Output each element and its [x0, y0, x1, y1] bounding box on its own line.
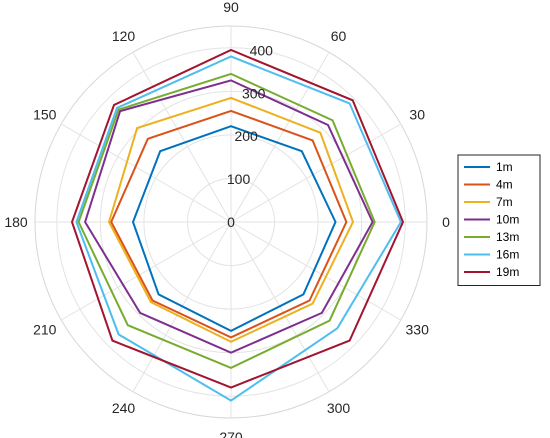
legend: 1m 4m 7m 10m 13m 16m 19m — [457, 154, 541, 286]
legend-entry-label: 19m — [496, 265, 519, 279]
radial-tick-label: 100 — [227, 171, 251, 187]
angle-grid-spoke — [132, 52, 232, 223]
series-line-19m — [70, 48, 405, 389]
series-line-10m — [84, 79, 374, 354]
angle-tick-label: 300 — [327, 400, 351, 416]
radial-tick-label: 300 — [242, 85, 266, 101]
angle-grid-spoke — [230, 52, 330, 223]
series-lines — [70, 48, 405, 402]
angle-tick-label: 90 — [223, 0, 239, 15]
angle-grid-spoke — [61, 123, 232, 223]
angle-grid-spoke — [230, 123, 401, 223]
angle-tick-label: 240 — [112, 400, 136, 416]
series-line-4m — [110, 109, 348, 339]
radial-tick-label: 200 — [234, 128, 258, 144]
series-line-16m — [75, 55, 403, 402]
legend-entry-label: 4m — [496, 178, 513, 192]
legend-entry-label: 13m — [496, 230, 519, 244]
legend-entry-label: 7m — [496, 195, 513, 209]
angle-grid-spoke — [230, 221, 401, 321]
angle-tick-label: 270 — [219, 429, 243, 438]
angle-tick-label: 30 — [409, 107, 425, 123]
angle-tick-label: 60 — [331, 28, 347, 44]
radial-tick-label: 400 — [250, 42, 274, 58]
series-line-1m — [131, 125, 337, 333]
angle-grid-spoke — [61, 221, 232, 321]
angle-tick-label: 150 — [33, 107, 57, 123]
legend-entry-label: 16m — [496, 248, 519, 262]
tick-labels: 0 30 60 90 120 150 180 210 240 270 300 330 0 100 200 30… — [4, 0, 450, 438]
series-line-7m — [107, 96, 355, 343]
legend-entry-label: 1m — [496, 160, 513, 174]
series-line-13m — [77, 72, 376, 369]
legend-entry-label: 10m — [496, 213, 519, 227]
angle-tick-label: 180 — [4, 214, 28, 230]
angle-tick-label: 0 — [442, 214, 450, 230]
angle-tick-label: 120 — [112, 28, 136, 44]
angle-tick-label: 330 — [406, 322, 430, 338]
angle-tick-label: 210 — [33, 322, 57, 338]
radial-tick-label: 0 — [227, 214, 235, 230]
